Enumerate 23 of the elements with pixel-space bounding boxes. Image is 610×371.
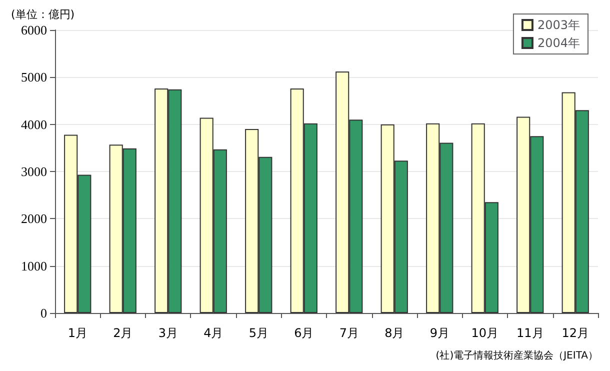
y-tick-label: 2000 <box>21 211 47 226</box>
x-tick-label: 8月 <box>384 326 404 340</box>
x-tick-label: 1月 <box>68 326 88 340</box>
x-tick-label: 9月 <box>430 326 450 340</box>
y-tick-label: 4000 <box>21 116 47 132</box>
legend-label: 2003年 <box>537 18 580 32</box>
x-tick-label: 5月 <box>248 326 268 340</box>
x-tick-label: 6月 <box>294 326 314 340</box>
y-tick-label: 6000 <box>21 22 47 38</box>
text: (社)電子情報技術産業協会（JEITA） <box>436 350 598 362</box>
x-tick-label: 3月 <box>158 326 178 340</box>
x-tick-label: 12月 <box>562 326 590 340</box>
legend-label: 2004年 <box>537 36 580 50</box>
y-tick-label: 1000 <box>21 258 47 274</box>
y-tick-label: 5000 <box>21 70 47 85</box>
x-tick-label: 11月 <box>516 326 544 340</box>
x-tick-label: 4月 <box>204 326 224 340</box>
y-tick-label: 0 <box>40 306 47 320</box>
x-tick-label: 2月 <box>113 326 133 340</box>
y-axis-title: (単位：億円) <box>11 8 75 21</box>
y-tick-label: 3000 <box>21 164 47 179</box>
x-tick-label: 10月 <box>471 326 499 340</box>
x-tick-label: 7月 <box>339 326 359 340</box>
